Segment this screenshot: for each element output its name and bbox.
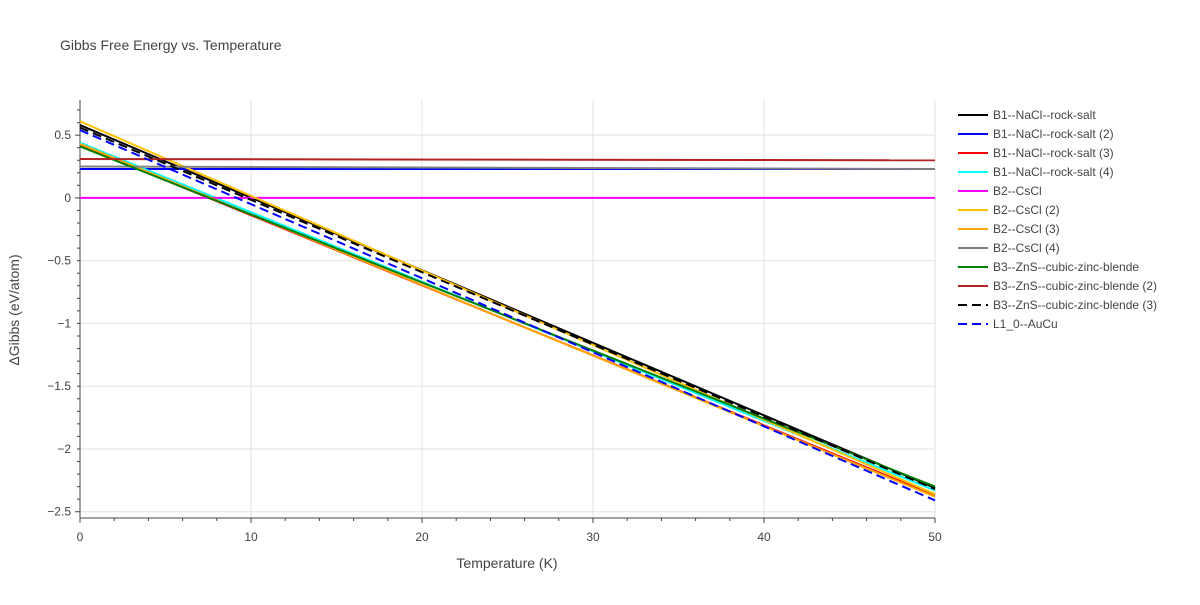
- legend-item-b3-zns-cubic-zinc-blende-2[interactable]: B3--ZnS--cubic-zinc-blende (2): [958, 279, 1157, 293]
- y-tick-label: −1: [57, 316, 71, 330]
- y-axis-title: ΔGibbs (eV/atom): [6, 254, 22, 365]
- legend-item-b2-cscl-3[interactable]: B2--CsCl (3): [958, 222, 1060, 236]
- legend-label: L1_0--AuCu: [993, 317, 1058, 331]
- legend-label: B2--CsCl (2): [993, 203, 1060, 217]
- chart-title: Gibbs Free Energy vs. Temperature: [60, 37, 282, 53]
- y-tick-label: −0.5: [47, 254, 71, 268]
- legend-item-b1-nacl-rock-salt-3[interactable]: B1--NaCl--rock-salt (3): [958, 146, 1114, 160]
- y-tick-label: −1.5: [47, 379, 71, 393]
- legend-label: B1--NaCl--rock-salt (2): [993, 127, 1114, 141]
- legend-item-b2-cscl[interactable]: B2--CsCl: [958, 184, 1042, 198]
- legend-item-b1-nacl-rock-salt-4[interactable]: B1--NaCl--rock-salt (4): [958, 165, 1114, 179]
- x-tick-label: 50: [928, 530, 942, 544]
- x-tick-label: 30: [586, 530, 600, 544]
- legend-item-b3-zns-cubic-zinc-blende[interactable]: B3--ZnS--cubic-zinc-blende: [958, 260, 1139, 274]
- plot-area: [79, 120, 936, 502]
- series-line-b2-cscl-4: [79, 165, 936, 170]
- legend-label: B3--ZnS--cubic-zinc-blende: [993, 260, 1139, 274]
- legend-item-b1-nacl-rock-salt[interactable]: B1--NaCl--rock-salt: [958, 108, 1096, 122]
- legend-label: B3--ZnS--cubic-zinc-blende (2): [993, 279, 1157, 293]
- series-line-b3-zns-cubic-zinc-blende-3: [79, 126, 936, 491]
- y-tick-label: 0.5: [54, 128, 71, 142]
- series-line-l1-0-aucu: [79, 129, 936, 502]
- x-tick-label: 20: [415, 530, 429, 544]
- x-tick-label: 0: [77, 530, 84, 544]
- legend-item-b3-zns-cubic-zinc-blende-3[interactable]: B3--ZnS--cubic-zinc-blende (3): [958, 298, 1157, 312]
- series-line-b3-zns-cubic-zinc-blende-2: [79, 158, 936, 162]
- x-axis-title: Temperature (K): [456, 555, 557, 571]
- axes: 0 10 20 30 40 50 0.5 0 −0.5 −1 −1.5 −2 −2.5: [47, 100, 942, 544]
- legend-item-l1-0-aucu[interactable]: L1_0--AuCu: [958, 317, 1058, 331]
- legend-label: B1--NaCl--rock-salt: [993, 108, 1096, 122]
- legend-item-b1-nacl-rock-salt-2[interactable]: B1--NaCl--rock-salt (2): [958, 127, 1114, 141]
- legend-label: B2--CsCl (4): [993, 241, 1060, 255]
- legend-item-b2-cscl-2[interactable]: B2--CsCl (2): [958, 203, 1060, 217]
- x-tick-label: 40: [757, 530, 771, 544]
- legend-label: B3--ZnS--cubic-zinc-blende (3): [993, 298, 1157, 312]
- legend-item-b2-cscl-4[interactable]: B2--CsCl (4): [958, 241, 1060, 255]
- legend-label: B1--NaCl--rock-salt (3): [993, 146, 1114, 160]
- y-tick-label: −2: [57, 442, 71, 456]
- y-tick-label: −2.5: [47, 505, 71, 519]
- x-tick-label: 10: [244, 530, 258, 544]
- series-line-b1-nacl-rock-salt: [79, 124, 936, 489]
- legend-label: B1--NaCl--rock-salt (4): [993, 165, 1114, 179]
- legend-label: B2--CsCl (3): [993, 222, 1060, 236]
- legend-label: B2--CsCl: [993, 184, 1042, 198]
- legend: B1--NaCl--rock-salt B1--NaCl--rock-salt (…: [958, 108, 1157, 331]
- y-tick-label: 0: [64, 191, 71, 205]
